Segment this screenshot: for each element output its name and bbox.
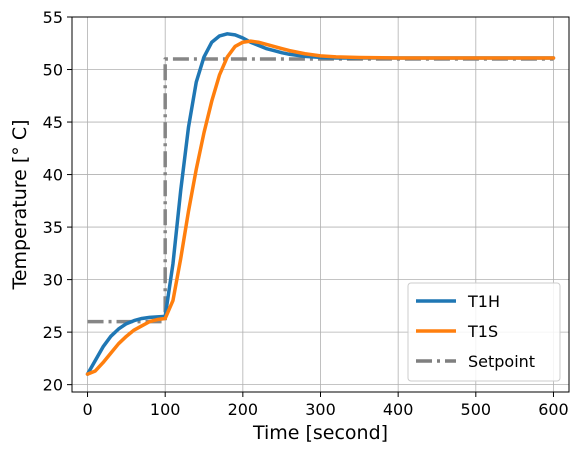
x-tick-label: 400 <box>383 400 414 419</box>
y-tick-label: 25 <box>43 323 63 342</box>
y-tick-label: 20 <box>43 376 63 395</box>
x-tick-label: 300 <box>305 400 336 419</box>
series-line-t1s <box>85 39 556 376</box>
x-tick-label: 200 <box>228 400 259 419</box>
x-axis-title: Time [second] <box>252 422 388 444</box>
y-tick-label: 35 <box>43 218 63 237</box>
x-tick-label: 100 <box>150 400 181 419</box>
y-tick-label: 50 <box>43 61 63 80</box>
y-tick-label: 45 <box>43 113 63 132</box>
legend-box <box>407 282 561 382</box>
x-tick-label: 0 <box>82 400 92 419</box>
x-tick-label: 500 <box>461 400 492 419</box>
y-tick-label: 55 <box>43 8 63 27</box>
legend: T1H T1S Setpoint <box>407 282 561 382</box>
plot-lines <box>85 32 556 376</box>
y-axis-title: Temperature [° C] <box>9 119 31 290</box>
x-tick-label: 600 <box>538 400 569 419</box>
axis-ticks: 0 100 200 300 400 500 600 20 25 30 35 40 45 50 55 <box>43 8 569 419</box>
legend-label-t1h: T1H <box>467 292 500 311</box>
legend-label-t1s: T1S <box>467 322 498 341</box>
y-tick-label: 30 <box>43 271 63 290</box>
legend-label-setpoint: Setpoint <box>468 352 535 371</box>
y-tick-label: 40 <box>43 166 63 185</box>
